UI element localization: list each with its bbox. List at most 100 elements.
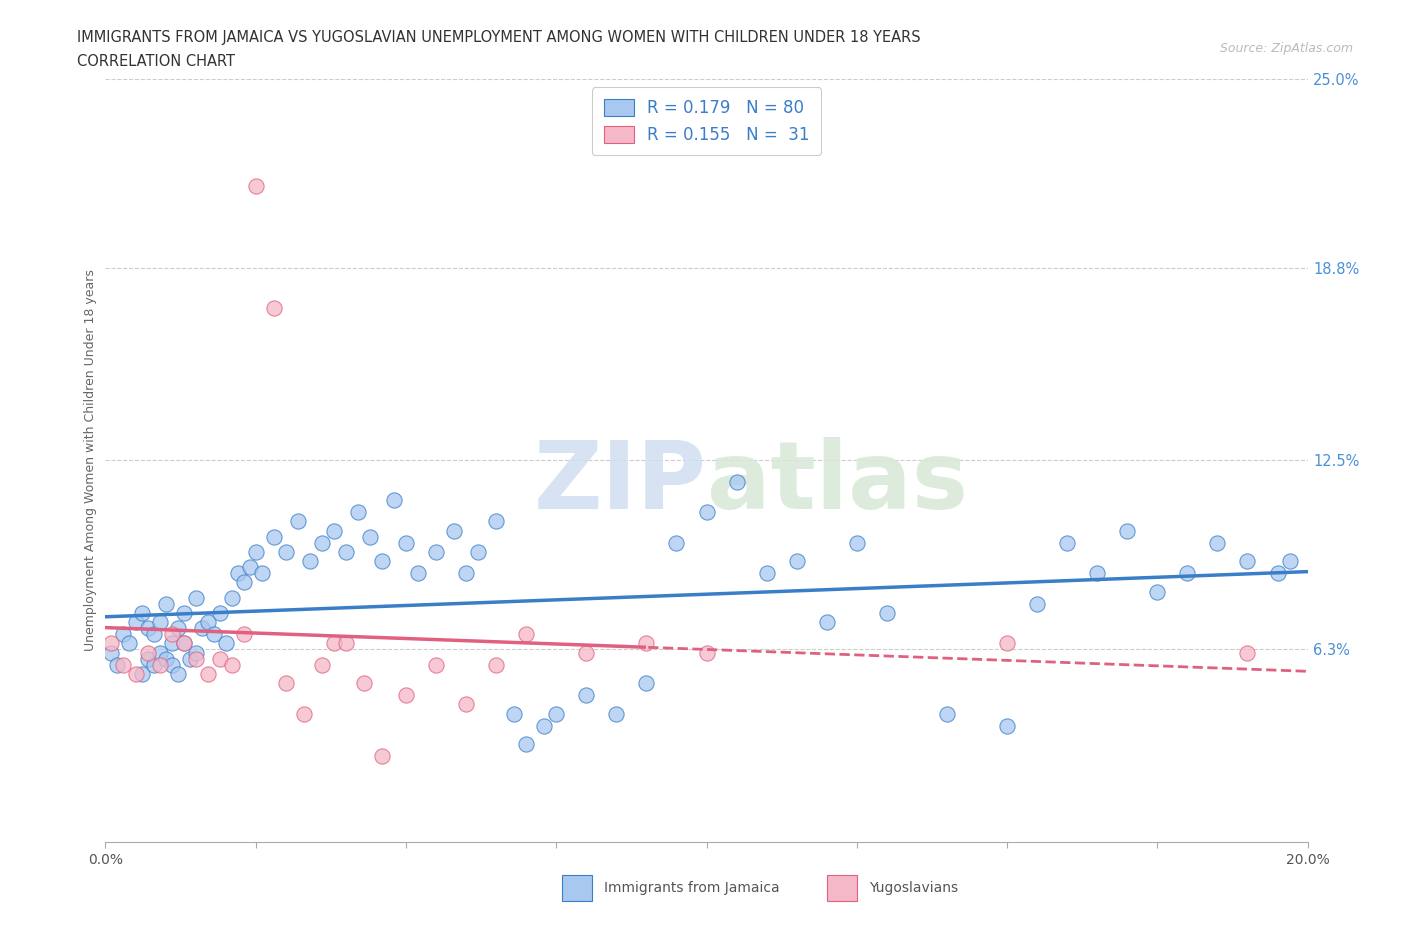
Point [382,493,405,508]
Point [359,529,381,544]
Point [184,645,207,660]
Point [515,737,537,751]
Point [1146,584,1168,599]
Point [347,505,370,520]
Point [287,514,309,529]
Point [755,565,778,580]
Point [406,565,429,580]
Point [503,706,526,721]
Point [166,667,188,682]
Point [1056,536,1078,551]
Point [395,536,418,551]
Point [107,658,129,672]
Point [221,591,243,605]
Point [160,627,183,642]
Point [1267,565,1289,580]
Point [197,615,219,630]
Point [131,667,153,682]
Point [335,636,357,651]
Point [232,575,254,590]
Point [208,605,231,620]
Point [636,636,658,651]
Point [148,615,170,630]
Point [221,658,243,672]
Text: atlas: atlas [707,437,967,529]
Point [155,596,177,611]
Legend: R = 0.179   N = 80, R = 0.155   N =  31: R = 0.179 N = 80, R = 0.155 N = 31 [592,87,821,155]
Point [1206,536,1229,551]
Point [1116,523,1139,538]
Point [311,536,333,551]
Point [173,636,195,651]
Text: CORRELATION CHART: CORRELATION CHART [77,54,235,69]
Point [148,658,170,672]
Point [226,565,249,580]
Point [696,505,718,520]
Point [636,675,658,690]
Point [1175,565,1198,580]
Point [1236,553,1258,568]
Point [1278,553,1301,568]
Point [696,645,718,660]
Point [239,560,262,575]
Point [936,706,959,721]
Point [292,706,315,721]
Point [322,523,344,538]
Y-axis label: Unemployment Among Women with Children Under 18 years: Unemployment Among Women with Children U… [84,270,97,651]
Point [118,636,141,651]
Point [335,544,357,559]
Point [124,615,146,630]
Point [173,636,195,651]
Point [112,658,135,672]
Point [322,636,344,651]
Point [232,627,254,642]
Point [148,645,170,660]
Point [160,658,183,672]
Point [575,645,598,660]
Point [263,300,285,315]
Point [124,667,146,682]
Text: ZIP: ZIP [534,437,707,529]
Point [995,718,1018,733]
Text: IMMIGRANTS FROM JAMAICA VS YUGOSLAVIAN UNEMPLOYMENT AMONG WOMEN WITH CHILDREN UN: IMMIGRANTS FROM JAMAICA VS YUGOSLAVIAN U… [77,30,921,45]
Point [665,536,688,551]
Point [725,474,748,489]
Point [876,605,898,620]
Point [786,553,808,568]
Point [454,565,477,580]
Point [454,697,477,711]
Point [131,605,153,620]
Point [995,636,1018,651]
Point [533,718,555,733]
Point [467,544,489,559]
Point [1026,596,1049,611]
Point [136,651,159,666]
Point [245,179,267,193]
Point [845,536,868,551]
Point [371,553,394,568]
FancyBboxPatch shape [562,875,592,901]
Point [1085,565,1108,580]
Point [298,553,321,568]
Point [575,688,598,703]
Point [443,523,465,538]
Point [142,627,165,642]
Point [136,645,159,660]
FancyBboxPatch shape [827,875,856,901]
Point [214,636,236,651]
Point [395,688,418,703]
Point [274,544,297,559]
Point [184,651,207,666]
Point [166,620,188,635]
Point [136,620,159,635]
Point [202,627,225,642]
Point [190,620,212,635]
Point [112,627,135,642]
Point [425,658,447,672]
Point [184,591,207,605]
Point [263,529,285,544]
Point [160,636,183,651]
Point [1236,645,1258,660]
Text: Source: ZipAtlas.com: Source: ZipAtlas.com [1219,42,1353,55]
Point [311,658,333,672]
